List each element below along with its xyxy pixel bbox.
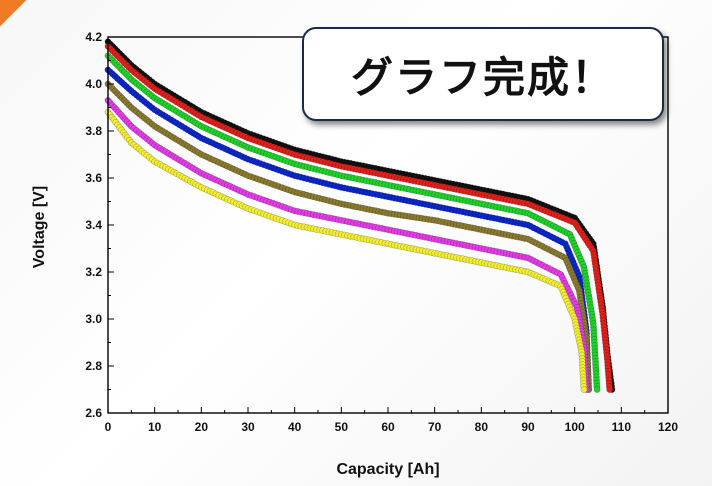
callout-box: グラフ完成！ bbox=[302, 27, 664, 121]
series-layer bbox=[104, 38, 616, 393]
callout-text: グラフ完成！ bbox=[350, 52, 615, 102]
y-tick-label: 3.4 bbox=[85, 218, 102, 232]
series-5 bbox=[104, 97, 590, 393]
x-tick-label: 50 bbox=[335, 420, 349, 434]
y-tick-label: 2.6 bbox=[85, 406, 102, 420]
y-tick-label: 3.0 bbox=[85, 312, 102, 326]
y-tick-label: 3.2 bbox=[85, 265, 102, 279]
y-tick-label: 3.8 bbox=[85, 124, 102, 138]
x-tick-label: 70 bbox=[428, 420, 442, 434]
x-tick-label: 100 bbox=[565, 420, 585, 434]
data-point bbox=[593, 386, 601, 393]
y-tick-label: 4.0 bbox=[85, 77, 102, 91]
y-tick-label: 3.6 bbox=[85, 171, 102, 185]
series-4 bbox=[104, 80, 593, 393]
x-tick-label: 0 bbox=[105, 420, 112, 434]
series-6 bbox=[104, 108, 588, 393]
x-tick-label: 40 bbox=[288, 420, 302, 434]
series-1 bbox=[104, 43, 614, 393]
y-axis-title: Voltage [V] bbox=[31, 186, 48, 268]
series-3 bbox=[104, 66, 593, 393]
x-tick-label: 60 bbox=[381, 420, 395, 434]
x-tick-label: 30 bbox=[241, 420, 255, 434]
series-2 bbox=[104, 52, 601, 393]
y-tick-label: 4.2 bbox=[85, 30, 102, 44]
data-point bbox=[606, 386, 614, 393]
x-tick-label: 90 bbox=[521, 420, 535, 434]
x-axis-title: Capacity [Ah] bbox=[336, 461, 439, 478]
x-tick-label: 20 bbox=[195, 420, 209, 434]
x-tick-label: 80 bbox=[475, 420, 489, 434]
x-tick-label: 10 bbox=[148, 420, 162, 434]
x-tick-label: 120 bbox=[658, 420, 678, 434]
y-tick-label: 2.8 bbox=[85, 359, 102, 373]
x-tick-label: 110 bbox=[612, 420, 632, 434]
data-point bbox=[580, 386, 588, 393]
